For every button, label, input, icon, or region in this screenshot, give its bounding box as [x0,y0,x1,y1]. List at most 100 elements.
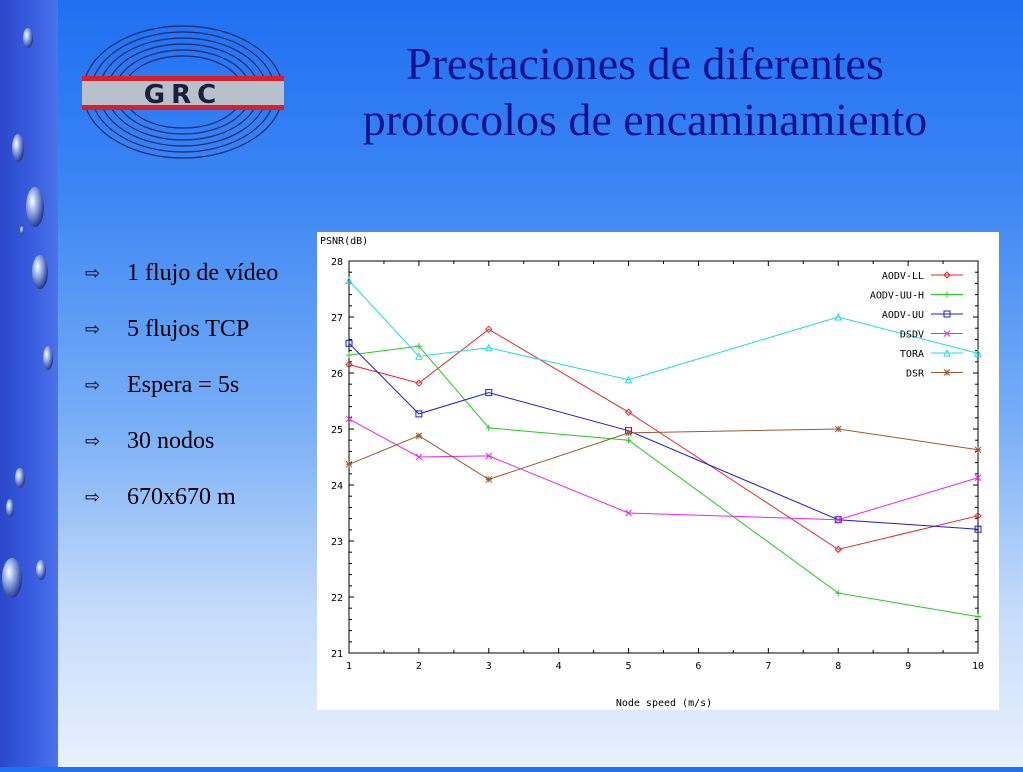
water-drops-decoration [2,28,53,598]
x-axis-label: Node speed (m/s) [616,698,712,709]
point-marker [943,330,951,337]
point-marker [625,429,632,437]
point-marker [415,343,422,350]
point-marker [834,545,842,554]
bullet-item: ⇨ 670x670 m [85,482,305,512]
x-tick-label: 6 [695,661,701,672]
drop-5 [32,255,48,289]
point-marker [943,369,951,376]
chart-canvas: PSNR(dB) Node speed (m/s) 1 2 3 4 5 6 7 8 9 10212… [320,236,984,709]
point-marker [835,590,842,597]
point-marker [345,339,353,347]
drop-4 [20,226,24,234]
bullet-text: Espera = 5s [127,372,240,398]
point-marker [974,349,982,357]
point-marker [345,415,353,423]
drop-1 [23,28,33,48]
bullet-list: ⇨ 1 flujo de vídeo ⇨ 5 flujos TCP ⇨ Espera … [85,258,305,538]
point-marker [624,408,633,416]
drop-3 [26,187,44,227]
x-tick-label: 2 [416,661,422,672]
drop-6 [43,346,53,370]
point-marker [944,291,950,298]
point-marker [834,312,843,321]
drop-9 [2,558,22,598]
point-marker [484,343,493,352]
bullet-text: 1 flujo de vídeo [127,260,279,286]
series-line [348,345,979,618]
series-line [348,280,979,381]
legend-label: AODV-UU [882,310,924,321]
point-marker [625,437,632,444]
legend-label: AODV-UU-H [870,291,924,302]
point-marker [345,360,353,369]
legend-label: DSDV [900,330,924,341]
point-marker [625,509,632,517]
y-tick-label: 28 [331,257,343,268]
point-marker [975,613,981,620]
hollow-arrow-icon: ⇨ [85,375,101,395]
y-tick-label: 22 [331,593,343,604]
series-dsr [345,425,982,483]
series-line [348,418,979,521]
series-dsdv [345,415,982,524]
series-tora [345,276,982,384]
logo-text: GRC [144,80,222,110]
hollow-arrow-icon: ⇨ [85,263,101,283]
slide-title-line-1: Prestaciones de diferentes [406,38,884,89]
point-marker [415,432,423,440]
hollow-arrow-icon: ⇨ [85,319,101,339]
bullet-item: ⇨ 30 nodos [85,426,305,456]
hollow-arrow-icon: ⇨ [85,431,101,451]
point-marker [943,348,951,357]
x-tick-label: 10 [972,661,984,672]
drop-8 [6,499,14,517]
x-tick-label: 1 [346,661,352,672]
legend-label: DSR [906,369,925,380]
y-tick-label: 27 [331,313,343,324]
point-marker [485,325,493,334]
point-marker [834,516,842,524]
drop-7 [15,468,25,488]
point-marker [834,425,842,433]
slide-title-line-2: protocolos de encaminamiento [362,94,928,145]
series-aodv-ll [345,325,982,554]
bullet-text: 5 flujos TCP [127,316,250,342]
slide-title: Prestaciones de diferentes protocolos de… [290,36,1000,148]
x-tick-label: 3 [486,661,492,672]
point-marker [485,476,493,483]
x-tick-label: 4 [556,661,562,672]
legend-label: AODV-LL [882,271,924,282]
x-tick-label: 7 [765,661,771,672]
series-line [348,428,979,480]
point-marker [415,453,423,461]
y-tick-label: 24 [331,481,343,492]
point-marker [485,452,493,460]
x-tick-label: 5 [626,661,632,672]
point-marker [415,352,423,360]
legend-label: TORA [900,349,924,360]
bullet-text: 670x670 m [127,484,236,510]
drop-2 [12,134,24,162]
point-marker [346,352,352,359]
point-marker [415,379,423,387]
series-line [348,328,979,550]
bullet-item: ⇨ 1 flujo de vídeo [85,258,305,288]
point-marker [415,410,423,418]
point-marker [943,310,951,318]
point-marker [485,389,493,397]
point-marker [974,512,982,520]
y-axis-label: PSNR(dB) [320,236,368,247]
hollow-arrow-icon: ⇨ [85,487,101,507]
point-marker [624,375,633,384]
point-marker [974,474,982,482]
drop-10 [36,560,46,580]
point-marker [974,446,982,454]
grc-logo-graphic: GRC [82,25,284,159]
y-tick-label: 25 [331,425,343,436]
point-marker [485,424,492,431]
point-marker [345,276,353,285]
point-marker [974,525,982,533]
x-tick-label: 8 [835,661,841,672]
y-tick-label: 26 [331,369,343,380]
